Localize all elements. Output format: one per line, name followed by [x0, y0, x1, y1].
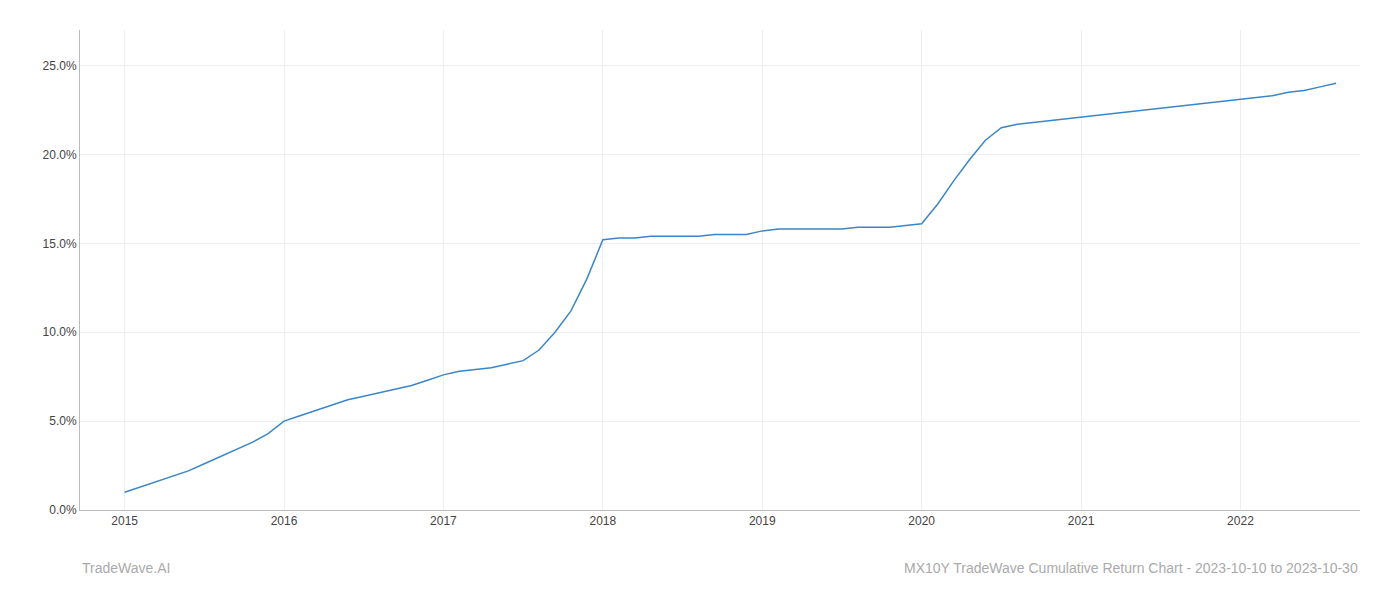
svg-text:2021: 2021	[1068, 514, 1095, 528]
svg-text:20.0%: 20.0%	[43, 148, 77, 162]
svg-text:2015: 2015	[111, 514, 138, 528]
svg-text:25.0%: 25.0%	[43, 59, 77, 73]
svg-text:5.0%: 5.0%	[49, 414, 77, 428]
svg-text:2018: 2018	[589, 514, 616, 528]
svg-text:15.0%: 15.0%	[43, 237, 77, 251]
svg-text:2019: 2019	[749, 514, 776, 528]
svg-text:MX10Y TradeWave Cumulative Ret: MX10Y TradeWave Cumulative Return Chart …	[904, 560, 1358, 576]
svg-text:2022: 2022	[1227, 514, 1254, 528]
svg-text:TradeWave.AI: TradeWave.AI	[82, 560, 170, 576]
svg-text:10.0%: 10.0%	[43, 325, 77, 339]
svg-text:2017: 2017	[430, 514, 457, 528]
svg-text:2016: 2016	[271, 514, 298, 528]
svg-text:2020: 2020	[908, 514, 935, 528]
svg-text:0.0%: 0.0%	[49, 503, 77, 517]
